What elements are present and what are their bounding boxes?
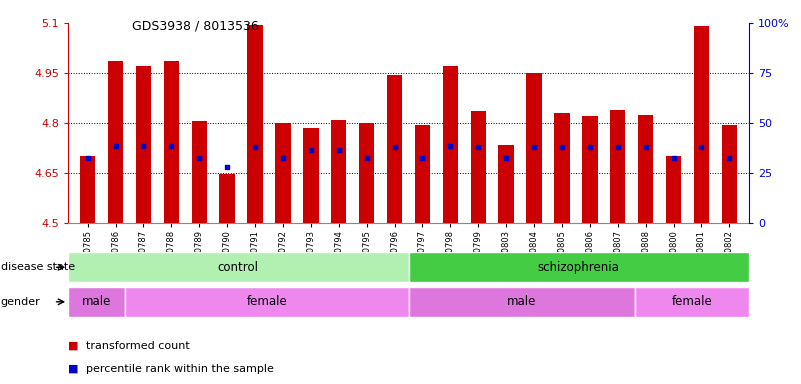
Point xyxy=(360,155,373,161)
Point xyxy=(193,155,206,161)
Bar xyxy=(722,124,737,223)
Bar xyxy=(68,252,409,282)
Bar xyxy=(498,144,514,223)
Text: gender: gender xyxy=(1,297,41,307)
Bar xyxy=(80,156,95,223)
Bar xyxy=(635,287,749,317)
Point xyxy=(165,143,178,149)
Bar xyxy=(135,66,151,223)
Point xyxy=(500,155,513,161)
Text: GDS3938 / 8013536: GDS3938 / 8013536 xyxy=(132,19,259,32)
Bar xyxy=(694,26,709,223)
Bar xyxy=(248,25,263,223)
Bar xyxy=(125,287,409,317)
Point xyxy=(416,155,429,161)
Bar xyxy=(303,128,319,223)
Point xyxy=(221,164,234,170)
Point xyxy=(528,144,541,150)
Bar xyxy=(582,116,598,223)
Point xyxy=(388,144,401,150)
Point xyxy=(639,144,652,150)
Text: percentile rank within the sample: percentile rank within the sample xyxy=(86,364,274,374)
Bar xyxy=(415,124,430,223)
Bar xyxy=(471,111,486,223)
Bar xyxy=(276,123,291,223)
Bar xyxy=(191,121,207,223)
Point xyxy=(248,144,261,150)
Point xyxy=(137,143,150,149)
Point xyxy=(472,144,485,150)
Bar xyxy=(554,113,570,223)
Text: schizophrenia: schizophrenia xyxy=(537,261,620,274)
Bar xyxy=(331,119,346,223)
Text: female: female xyxy=(246,295,287,308)
Bar xyxy=(409,252,749,282)
Bar xyxy=(108,61,123,223)
Text: female: female xyxy=(672,295,713,308)
Bar xyxy=(666,156,682,223)
Text: control: control xyxy=(218,261,259,274)
Point xyxy=(695,144,708,150)
Point xyxy=(556,144,569,150)
Point xyxy=(583,144,596,150)
Point xyxy=(332,146,345,152)
Point xyxy=(667,155,680,161)
Point xyxy=(304,146,317,152)
Point xyxy=(81,155,94,161)
Bar xyxy=(359,123,374,223)
Bar xyxy=(638,114,654,223)
Point xyxy=(109,143,122,149)
Text: disease state: disease state xyxy=(1,262,75,272)
Text: male: male xyxy=(507,295,537,308)
Text: ■: ■ xyxy=(68,364,78,374)
Bar xyxy=(409,287,635,317)
Bar xyxy=(526,73,541,223)
Text: ■: ■ xyxy=(68,341,78,351)
Text: transformed count: transformed count xyxy=(86,341,190,351)
Bar xyxy=(387,74,402,223)
Bar xyxy=(68,287,125,317)
Point xyxy=(723,155,736,161)
Text: male: male xyxy=(82,295,111,308)
Bar xyxy=(163,61,179,223)
Bar xyxy=(219,174,235,223)
Point xyxy=(276,155,289,161)
Point xyxy=(444,143,457,149)
Bar xyxy=(443,66,458,223)
Bar xyxy=(610,109,626,223)
Point xyxy=(611,144,624,150)
